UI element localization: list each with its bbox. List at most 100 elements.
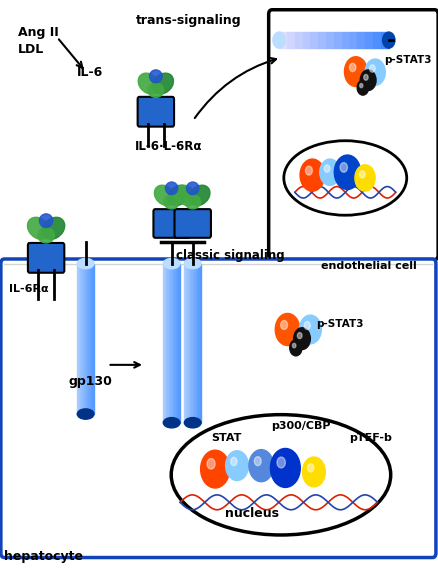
Ellipse shape (163, 195, 179, 209)
Circle shape (364, 59, 385, 85)
Ellipse shape (152, 73, 173, 94)
Text: STAT: STAT (210, 433, 241, 442)
FancyBboxPatch shape (1, 259, 435, 558)
Bar (169, 264, 170, 423)
Circle shape (344, 57, 367, 87)
Ellipse shape (148, 83, 163, 97)
Ellipse shape (272, 32, 285, 48)
Text: trans-signaling: trans-signaling (136, 14, 241, 28)
Bar (173, 264, 174, 423)
Bar (199, 264, 201, 423)
Bar (77, 264, 78, 414)
Circle shape (292, 343, 295, 348)
Bar (302, 32, 310, 48)
Bar (178, 264, 180, 423)
Text: hepatocyte: hepatocyte (4, 550, 83, 563)
Bar (83, 264, 84, 414)
Bar (286, 32, 294, 48)
Ellipse shape (149, 70, 162, 83)
Circle shape (357, 80, 368, 95)
Bar (166, 264, 167, 423)
Text: p-STAT3: p-STAT3 (383, 55, 431, 65)
Text: p-STAT3: p-STAT3 (315, 319, 363, 329)
Bar (279, 32, 286, 48)
Bar (294, 32, 302, 48)
Bar (167, 264, 169, 423)
Bar (81, 264, 83, 414)
Bar (349, 32, 357, 48)
Bar (196, 264, 198, 423)
Circle shape (225, 451, 248, 481)
Circle shape (334, 155, 360, 190)
Circle shape (359, 84, 362, 88)
Bar (85, 264, 87, 414)
Circle shape (280, 320, 287, 329)
Circle shape (300, 159, 324, 191)
Bar (380, 32, 388, 48)
Ellipse shape (189, 185, 209, 206)
Circle shape (289, 340, 301, 356)
Circle shape (275, 313, 299, 346)
Bar (91, 264, 92, 414)
Ellipse shape (39, 214, 53, 227)
Bar (185, 264, 187, 423)
Circle shape (339, 163, 347, 172)
Bar (195, 264, 196, 423)
Bar (192, 264, 194, 423)
Bar (175, 264, 177, 423)
Bar (80, 264, 81, 414)
Ellipse shape (168, 185, 188, 206)
Circle shape (304, 321, 310, 329)
Circle shape (200, 450, 229, 488)
Circle shape (230, 457, 237, 466)
Bar (164, 264, 166, 423)
Text: LDL: LDL (18, 43, 44, 56)
Bar (198, 264, 199, 423)
Circle shape (307, 464, 313, 472)
FancyBboxPatch shape (28, 243, 64, 273)
Text: Ang II: Ang II (18, 26, 58, 39)
Circle shape (349, 63, 355, 72)
Bar (78, 264, 80, 414)
Circle shape (276, 457, 285, 468)
FancyBboxPatch shape (138, 97, 173, 127)
Circle shape (324, 165, 329, 172)
Circle shape (299, 315, 321, 344)
Bar (310, 32, 318, 48)
Bar (325, 32, 333, 48)
Circle shape (363, 74, 367, 80)
Ellipse shape (165, 182, 177, 195)
Circle shape (297, 332, 301, 339)
Circle shape (369, 65, 374, 72)
Bar (170, 264, 171, 423)
Ellipse shape (163, 418, 180, 428)
Text: endothelial cell: endothelial cell (320, 261, 416, 270)
Bar (163, 264, 164, 423)
Bar (184, 264, 185, 423)
Bar (187, 264, 188, 423)
Ellipse shape (175, 185, 196, 206)
Bar (171, 264, 173, 423)
Ellipse shape (77, 409, 94, 419)
Circle shape (293, 328, 310, 350)
Ellipse shape (77, 258, 94, 269)
Text: IL-6: IL-6 (77, 66, 103, 79)
Text: nucleus: nucleus (225, 507, 279, 520)
Bar (190, 264, 191, 423)
Circle shape (354, 165, 374, 191)
Ellipse shape (186, 182, 198, 195)
Bar (88, 264, 90, 414)
Bar (341, 32, 349, 48)
Bar (372, 32, 380, 48)
FancyBboxPatch shape (268, 10, 437, 260)
Circle shape (302, 457, 325, 487)
Circle shape (305, 166, 312, 175)
Bar (357, 32, 364, 48)
Circle shape (207, 458, 215, 469)
Bar (333, 32, 341, 48)
Bar (174, 264, 175, 423)
FancyBboxPatch shape (153, 209, 189, 238)
Ellipse shape (138, 73, 159, 94)
Bar (84, 264, 85, 414)
Circle shape (270, 449, 300, 488)
